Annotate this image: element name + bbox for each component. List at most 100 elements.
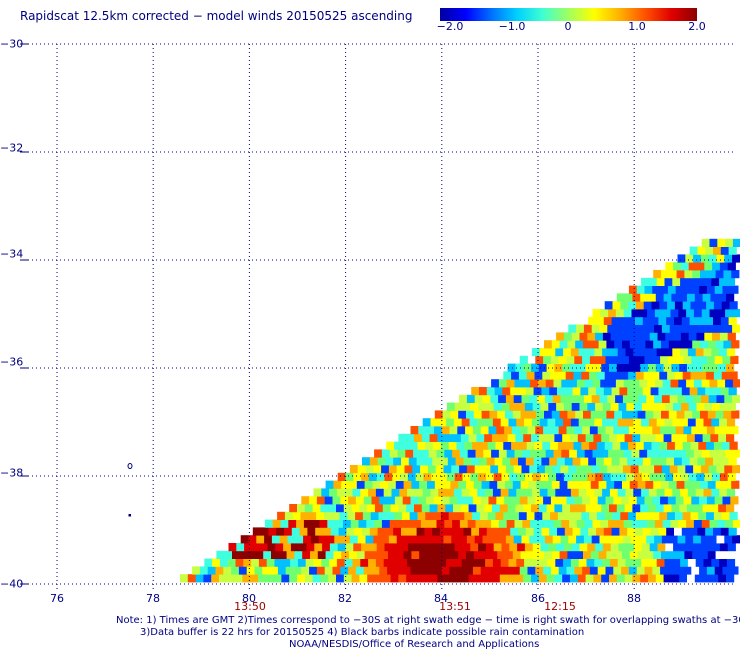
swath-cell xyxy=(724,465,733,474)
swath-cell xyxy=(578,558,587,567)
swath-cell xyxy=(485,402,495,411)
swath-cell xyxy=(594,348,603,357)
swath-cell xyxy=(414,574,423,583)
swath-cell xyxy=(611,316,620,325)
swath-cell xyxy=(343,574,352,583)
swath-cell xyxy=(708,324,717,333)
lon-label-88: 88 xyxy=(627,592,641,605)
swath-cell xyxy=(605,566,614,575)
swath-cell xyxy=(383,488,392,497)
swath-cell xyxy=(583,480,592,489)
swath-cell xyxy=(363,566,372,575)
swath-cell xyxy=(287,535,296,544)
swath-cell xyxy=(576,465,585,474)
swath-cell xyxy=(692,270,701,279)
swath-cell xyxy=(719,277,728,286)
swath-cell xyxy=(648,433,657,442)
swath-cell xyxy=(361,472,370,481)
swath-cell xyxy=(638,465,647,474)
swath-cell xyxy=(430,418,439,427)
swath-cell xyxy=(432,457,441,466)
swath-cell xyxy=(596,316,605,325)
swath-cell xyxy=(504,496,513,505)
swath-cell xyxy=(313,558,322,567)
swath-cell xyxy=(316,566,326,575)
swath-cell xyxy=(535,426,544,435)
swath-cell xyxy=(331,511,340,520)
swath-cell xyxy=(717,238,726,247)
swath-cell xyxy=(374,519,383,528)
swath-cell xyxy=(364,550,373,559)
swath-cell xyxy=(729,441,738,450)
swath-cell xyxy=(606,410,615,419)
swath-cell xyxy=(723,550,732,559)
swath-cell xyxy=(439,472,448,481)
swath-cell xyxy=(656,488,665,497)
swath-cell xyxy=(407,558,416,567)
swath-cell xyxy=(706,355,716,364)
swath-cell xyxy=(307,527,316,536)
swath-cell xyxy=(628,426,638,435)
swath-cell xyxy=(521,394,530,403)
swath-cell xyxy=(458,410,467,419)
swath-cell xyxy=(303,519,313,528)
swath-cell xyxy=(365,465,374,474)
swath-cell xyxy=(713,441,723,450)
swath-cell xyxy=(502,387,511,396)
swath-cell xyxy=(716,465,725,474)
swath-cells xyxy=(180,238,740,583)
swath-cell xyxy=(723,270,732,279)
swath-cell xyxy=(603,387,612,396)
swath-cell xyxy=(693,324,702,333)
swath-cell xyxy=(433,511,442,520)
swath-cell xyxy=(503,371,512,380)
swath-cell xyxy=(667,355,677,364)
swath-cell xyxy=(560,465,569,474)
lat-label-40: −40 xyxy=(0,577,24,591)
swath-cell xyxy=(617,348,626,357)
swath-cell xyxy=(410,426,419,435)
swath-cell xyxy=(646,394,655,403)
swath-cell xyxy=(676,340,685,349)
swath-cell xyxy=(484,433,493,442)
swath-cell xyxy=(629,410,638,419)
swath-cell xyxy=(655,363,664,372)
swath-cell xyxy=(523,574,532,583)
swath-cell xyxy=(624,293,633,302)
swath-cell xyxy=(634,402,643,411)
swath-cell xyxy=(702,504,711,513)
swath-cell xyxy=(711,348,720,357)
swath-cell xyxy=(625,488,634,497)
swath-cell xyxy=(446,472,456,481)
swath-cell xyxy=(407,488,416,497)
swath-cell xyxy=(497,550,506,559)
swath-cell xyxy=(574,566,583,575)
swath-cell xyxy=(671,293,680,302)
swath-cell xyxy=(662,309,671,318)
swath-cell xyxy=(609,348,619,357)
swath-cell xyxy=(329,488,338,497)
swath-cell xyxy=(436,449,445,458)
swath-cell xyxy=(657,402,666,411)
swath-cell xyxy=(428,449,437,458)
swath-cell xyxy=(288,519,297,528)
swath-cell xyxy=(666,387,675,396)
swath-cell xyxy=(645,340,654,349)
swath-cell xyxy=(552,465,561,474)
swath-cell xyxy=(466,480,475,489)
swath-cell xyxy=(421,504,430,513)
swath-cell xyxy=(515,363,524,372)
swath-cell xyxy=(700,410,709,419)
swath-cell xyxy=(658,316,667,325)
swath-cell xyxy=(586,488,595,497)
swath-cell xyxy=(427,480,436,489)
swath-cell xyxy=(670,309,679,318)
swath-cell xyxy=(564,387,573,396)
swath-cell xyxy=(711,488,720,497)
swath-cell xyxy=(310,550,319,559)
swath-cell xyxy=(651,371,660,380)
swath-cell xyxy=(693,535,702,544)
swath-cell xyxy=(692,410,701,419)
swath-cell xyxy=(355,496,365,505)
swath-cell xyxy=(589,496,599,505)
